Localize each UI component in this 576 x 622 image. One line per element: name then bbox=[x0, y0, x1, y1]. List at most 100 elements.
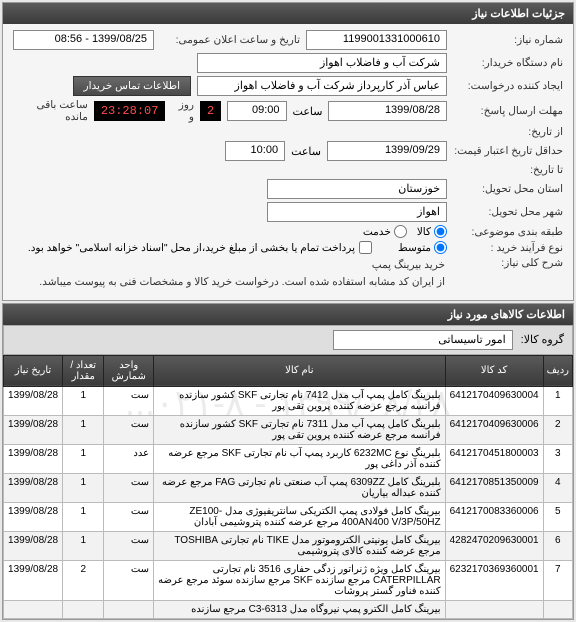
table-cell: 1399/08/28 bbox=[4, 531, 63, 560]
answer-date-value: 1399/08/28 bbox=[328, 101, 447, 121]
table-cell: ست bbox=[104, 415, 154, 444]
table-cell: 6412170851350009 bbox=[445, 473, 543, 502]
announce-date-label: تاریخ و ساعت اعلان عمومی: bbox=[160, 34, 300, 46]
table-cell: 6412170083360006 bbox=[445, 502, 543, 531]
table-cell bbox=[445, 600, 543, 618]
hour-label-1: ساعت bbox=[293, 105, 323, 118]
table-cell: بیرینگ کامل فولادی پمپ الکتریکی سانتریفی… bbox=[154, 502, 446, 531]
items-header: اطلاعات کالاهای مورد نیاز bbox=[3, 304, 573, 325]
table-cell: بلبرینگ نوع 6232MC کاربرد پمپ آب نام تجا… bbox=[154, 444, 446, 473]
remain-label: ساعت باقی مانده bbox=[13, 99, 88, 123]
table-cell: 6412170451800003 bbox=[445, 444, 543, 473]
need-details-header: جزئیات اطلاعات نیاز bbox=[3, 3, 573, 24]
desc-title-label: شرح کلی نیاز: bbox=[453, 257, 563, 269]
table-cell: 6412170409630004 bbox=[445, 386, 543, 415]
table-row: 1 6412170409630004بلبرینگ کامل پمپ آب مدل… bbox=[4, 386, 573, 415]
treasury-note: پرداخت تمام یا بخشی از مبلغ خرید،از محل … bbox=[28, 242, 355, 254]
table-cell: 1399/08/28 bbox=[4, 502, 63, 531]
table-cell: بلبرینگ کامل 6309ZZ پمپ آب صنعتی نام تجا… bbox=[154, 473, 446, 502]
table-cell: بلبرینگ کامل پمپ آب مدل 7412 نام تجارتی … bbox=[154, 386, 446, 415]
table-row: 26412170409630006بلبرینگ کامل پمپ آب مدل… bbox=[4, 415, 573, 444]
table-cell bbox=[4, 600, 63, 618]
table-cell: 1399/08/28 bbox=[4, 560, 63, 600]
col-date: تاریخ نیاز bbox=[4, 355, 63, 386]
table-cell: 1 bbox=[63, 386, 104, 415]
table-cell: ست bbox=[104, 502, 154, 531]
budget-radio-khedmat[interactable] bbox=[394, 225, 407, 238]
creator-value: عباس آذر کارپرداز شرکت آب و فاضلاب اهواز bbox=[197, 76, 447, 96]
group-kala-value: امور تاسیساتی bbox=[333, 330, 513, 350]
table-cell bbox=[63, 600, 104, 618]
group-kala-label: گروه کالا: bbox=[521, 333, 564, 346]
col-unit: واحد شمارش bbox=[104, 355, 154, 386]
desc-line2: از ایران کد مشابه استفاده شده است. درخوا… bbox=[39, 274, 445, 291]
table-cell: عدد bbox=[104, 444, 154, 473]
table-cell: بیرینگ کامل الکترو پمپ نیروگاه مدل C3-63… bbox=[154, 600, 446, 618]
table-cell: 1 bbox=[63, 502, 104, 531]
answer-deadline-label: مهلت ارسال پاسخ: bbox=[453, 105, 563, 117]
table-cell: بیرینگ کامل یونیتی الکتروموتور مدل TIKE … bbox=[154, 531, 446, 560]
table-cell: ست bbox=[104, 386, 154, 415]
table-cell: 5 bbox=[543, 502, 572, 531]
city-label: شهر محل تحویل: bbox=[453, 206, 563, 218]
table-cell: 6232170369360001 bbox=[445, 560, 543, 600]
desc-line1: خرید بیرینگ پمپ bbox=[39, 257, 445, 274]
items-panel: اطلاعات کالاهای مورد نیاز گروه کالا: امو… bbox=[2, 303, 574, 620]
table-cell: 6412170409630006 bbox=[445, 415, 543, 444]
province-value: خوزستان bbox=[267, 179, 447, 199]
need-number-value: 1199001331000610 bbox=[306, 30, 447, 50]
countdown-time: 23:28:07 bbox=[94, 101, 166, 121]
table-row: 36412170451800003بلبرینگ نوع 6232MC کارب… bbox=[4, 444, 573, 473]
countdown-days: 2 bbox=[200, 101, 221, 121]
desc-text: خرید بیرینگ پمپ از ایران کد مشابه استفاد… bbox=[39, 257, 445, 291]
table-cell: ست bbox=[104, 531, 154, 560]
buyer-org-label: نام دستگاه خریدار: bbox=[453, 57, 563, 69]
col-row: ردیف bbox=[543, 355, 572, 386]
budget-opt-0: کالا bbox=[417, 226, 431, 238]
table-cell: بیرینگ کامل ویژه ژنراتور زدگی حفاری 3516… bbox=[154, 560, 446, 600]
table-cell: بلبرینگ کامل پمپ آب مدل 7311 نام تجارتی … bbox=[154, 415, 446, 444]
table-cell: 1399/08/28 bbox=[4, 386, 63, 415]
creator-label: ایجاد کننده درخواست: bbox=[453, 80, 563, 92]
day-label: روز و bbox=[171, 99, 194, 123]
process-radio-group: متوسط bbox=[398, 241, 447, 254]
valid-deadline-label: حداقل تاریخ اعتبار قیمت: bbox=[453, 145, 563, 157]
table-cell: 2 bbox=[63, 560, 104, 600]
valid-hour-value: 10:00 bbox=[225, 141, 285, 161]
process-type-label: نوع فرآیند خرید : bbox=[453, 242, 563, 254]
table-cell: ست bbox=[104, 560, 154, 600]
table-cell: 1399/08/28 bbox=[4, 473, 63, 502]
table-cell: 1 bbox=[63, 531, 104, 560]
table-row: 56412170083360006بیرینگ کامل فولادی پمپ … bbox=[4, 502, 573, 531]
col-code: کد کالا bbox=[445, 355, 543, 386]
table-cell: 1 bbox=[63, 444, 104, 473]
table-row: 76232170369360001بیرینگ کامل ویژه ژنراتو… bbox=[4, 560, 573, 600]
table-cell: 3 bbox=[543, 444, 572, 473]
table-cell: 1 bbox=[63, 415, 104, 444]
buyer-org-value: شرکت آب و فاضلاب اهواز bbox=[197, 53, 447, 73]
budget-opt-1: خدمت bbox=[363, 226, 391, 238]
announce-date-value: 1399/08/25 - 08:56 bbox=[13, 30, 154, 50]
table-cell: 1399/08/28 bbox=[4, 444, 63, 473]
table-row: 46412170851350009بلبرینگ کامل 6309ZZ پمپ… bbox=[4, 473, 573, 502]
province-label: استان محل تحویل: bbox=[453, 183, 563, 195]
budget-radio-kala[interactable] bbox=[434, 225, 447, 238]
table-cell: 2 bbox=[543, 415, 572, 444]
contact-info-button[interactable]: اطلاعات تماس خریدار bbox=[73, 76, 191, 96]
to-date-label: تا تاریخ: bbox=[453, 164, 563, 176]
table-cell: 6 bbox=[543, 531, 572, 560]
treasury-checkbox[interactable] bbox=[359, 241, 372, 254]
table-cell bbox=[104, 600, 154, 618]
answer-hour-value: 09:00 bbox=[227, 101, 286, 121]
city-value: اهواز bbox=[267, 202, 447, 222]
budget-style-label: طبقه بندی موضوعی: bbox=[453, 226, 563, 238]
table-cell: 1399/08/28 bbox=[4, 415, 63, 444]
from-date-label: از تاریخ: bbox=[453, 126, 563, 138]
budget-radio-group: کالا خدمت bbox=[363, 225, 447, 238]
table-cell: ست bbox=[104, 473, 154, 502]
table-cell: 4 bbox=[543, 473, 572, 502]
need-details-panel: جزئیات اطلاعات نیاز شماره نیاز: 11990013… bbox=[2, 2, 574, 301]
process-radio-mid[interactable] bbox=[434, 241, 447, 254]
table-row: 64282470209630001بیرینگ کامل یونیتی الکت… bbox=[4, 531, 573, 560]
table-cell: 4282470209630001 bbox=[445, 531, 543, 560]
